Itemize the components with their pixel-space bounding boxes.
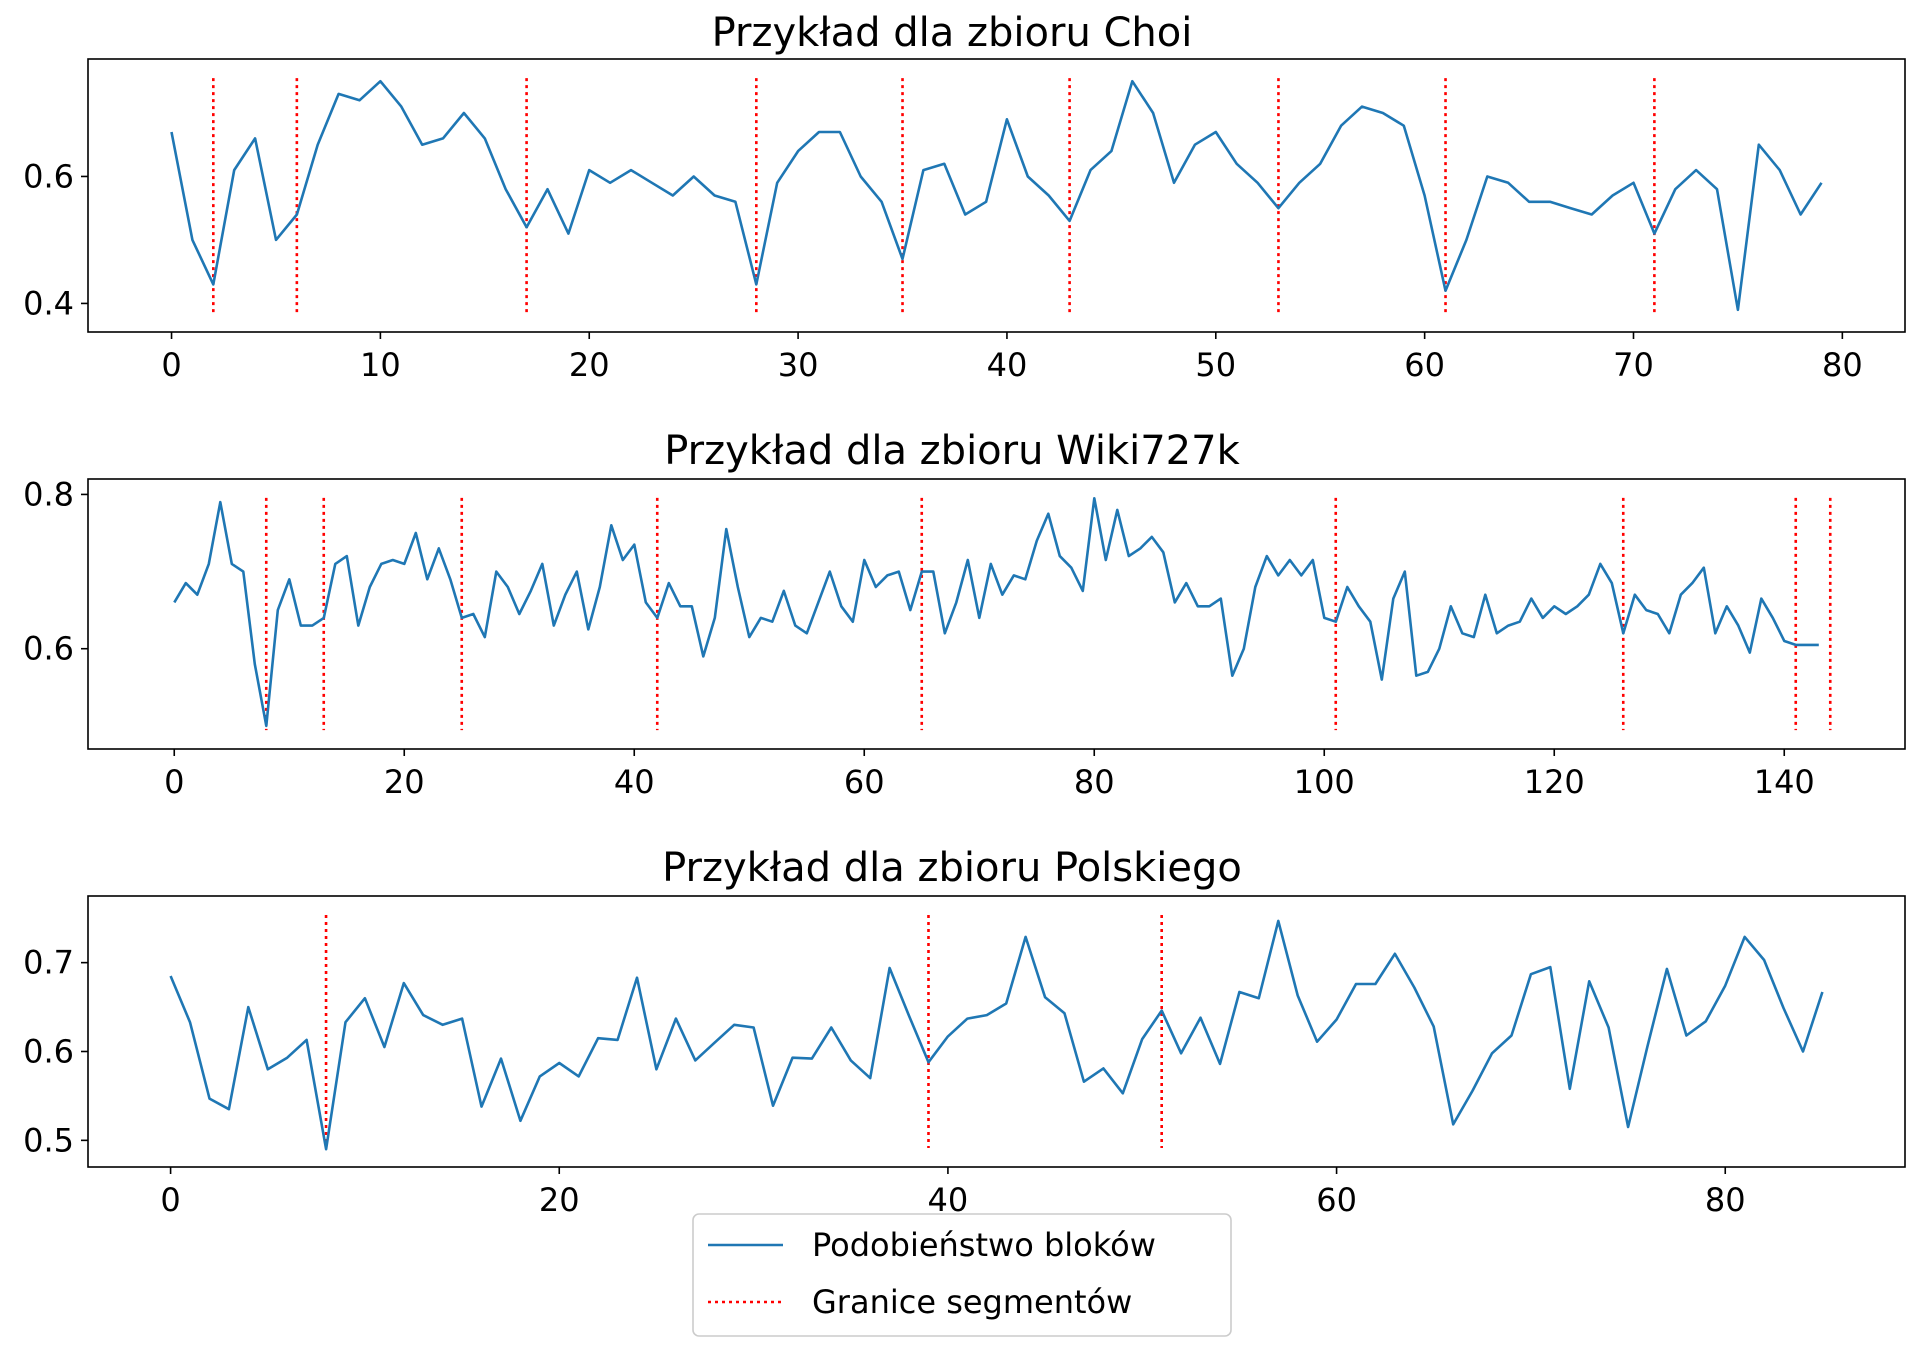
x-tick-label: 50 (1195, 346, 1236, 384)
plot-area: 0 20 40 60 80 100 120 140 0.6 0.8 (23, 475, 1832, 801)
y-tick-label: 0.6 (23, 157, 74, 195)
legend-frame (692, 1213, 1232, 1337)
y-tick-label: 0.8 (23, 475, 74, 513)
plot-area: 0 10 20 30 40 50 60 70 80 0.4 0.6 (23, 78, 1863, 384)
chart-title: Przykład dla zbioru Polskiego (662, 845, 1242, 891)
x-tick-label: 30 (778, 346, 819, 384)
x-tick-label: 20 (539, 1181, 580, 1219)
legend: Podobieństwo bloków Granice segmentów (692, 1213, 1232, 1337)
x-tick-label: 20 (384, 763, 425, 801)
x-tick-label: 140 (1754, 763, 1815, 801)
series-line (173, 496, 1819, 728)
chart-panel-choi: Przykład dla zbioru Choi 0 10 20 30 40 50 60 70… (23, 10, 1906, 384)
x-tick-label: 80 (1822, 346, 1863, 384)
axes-frame (87, 478, 1906, 750)
chart-title: Przykład dla zbioru Wiki727k (664, 428, 1240, 474)
legend-label-series: Podobieństwo bloków (812, 1226, 1156, 1264)
x-tick-label: 0 (160, 1181, 180, 1219)
x-tick-label: 120 (1524, 763, 1585, 801)
x-tick-label: 40 (614, 763, 655, 801)
x-tick-label: 40 (987, 346, 1028, 384)
x-tick-label: 10 (360, 346, 401, 384)
y-tick-label: 0.5 (23, 1121, 74, 1159)
x-tick-label: 70 (1613, 346, 1654, 384)
y-tick-label: 0.4 (23, 284, 74, 322)
legend-label-boundary: Granice segmentów (812, 1283, 1132, 1321)
x-tick-label: 40 (928, 1181, 969, 1219)
series-line (170, 79, 1823, 312)
plot-area: 0 20 40 60 80 0.5 0.6 0.7 (23, 914, 1824, 1219)
y-tick-label: 0.7 (23, 944, 74, 982)
x-tick-label: 60 (1316, 1181, 1357, 1219)
x-tick-label: 60 (1404, 346, 1445, 384)
x-tick-label: 0 (161, 346, 181, 384)
chart-panel-polskiego: Przykład dla zbioru Polskiego 0 20 40 60 800… (23, 845, 1906, 1219)
axes-frame (87, 58, 1906, 333)
series-line (169, 919, 1824, 1151)
x-tick-label: 0 (164, 763, 184, 801)
x-tick-label: 60 (844, 763, 885, 801)
x-tick-label: 80 (1074, 763, 1115, 801)
axes-frame (87, 895, 1906, 1168)
x-tick-label: 20 (569, 346, 610, 384)
chart-title: Przykład dla zbioru Choi (712, 10, 1193, 56)
x-tick-label: 100 (1294, 763, 1355, 801)
y-tick-label: 0.6 (23, 630, 74, 668)
x-tick-label: 80 (1705, 1181, 1746, 1219)
chart-panel-wiki727k: Przykład dla zbioru Wiki727k 0 20 40 60 80 10… (23, 428, 1906, 801)
y-tick-label: 0.6 (23, 1032, 74, 1070)
